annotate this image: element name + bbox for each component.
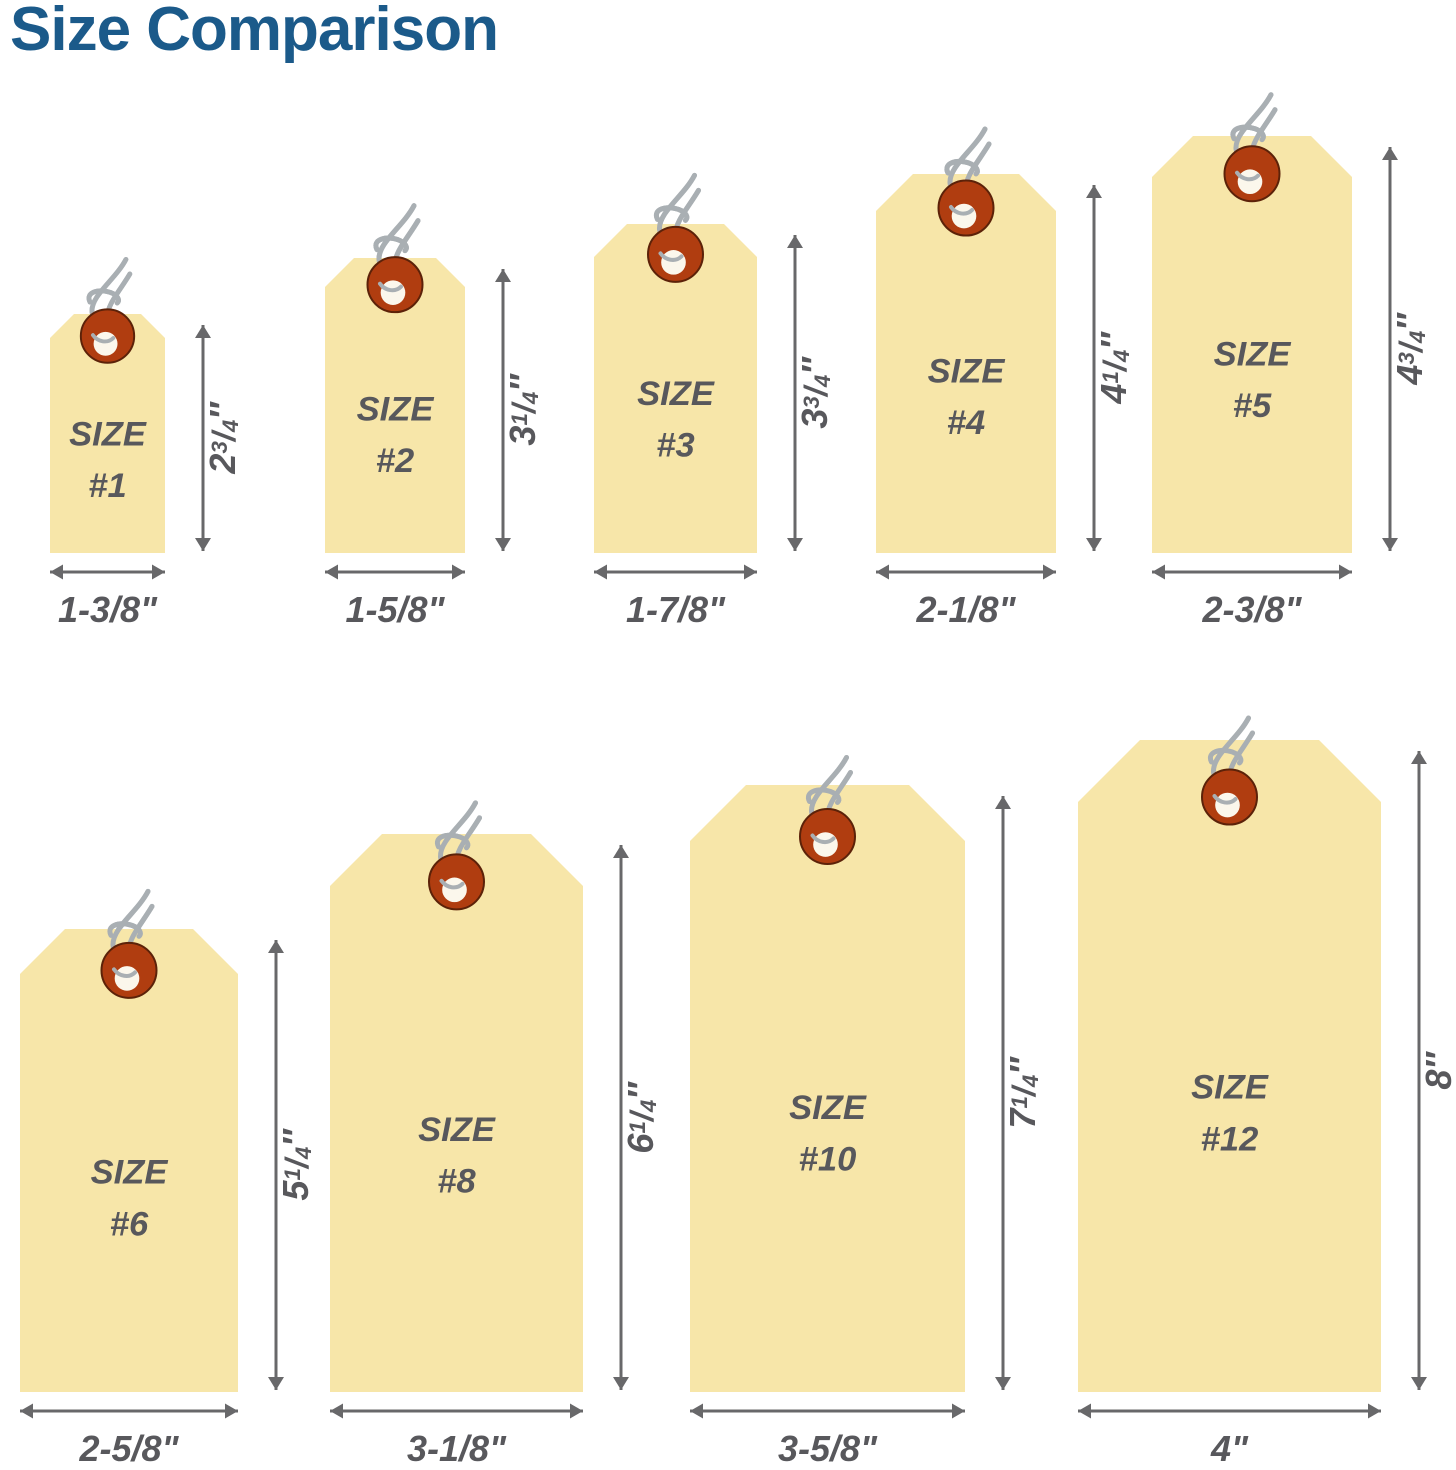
- svg-text:SIZE: SIZE: [637, 375, 715, 413]
- svg-text:SIZE: SIZE: [1191, 1069, 1269, 1107]
- svg-text:#10: #10: [799, 1141, 857, 1179]
- svg-text:#8: #8: [437, 1163, 476, 1201]
- svg-text:SIZE: SIZE: [1214, 335, 1292, 373]
- svg-text:SIZE: SIZE: [357, 390, 435, 428]
- svg-text:SIZE: SIZE: [418, 1111, 496, 1149]
- svg-text:SIZE: SIZE: [91, 1154, 169, 1192]
- svg-text:#1: #1: [88, 467, 126, 505]
- svg-text:#2: #2: [376, 442, 414, 480]
- svg-text:SIZE: SIZE: [789, 1089, 867, 1127]
- svg-text:#3: #3: [656, 427, 694, 465]
- svg-text:#5: #5: [1233, 387, 1272, 425]
- svg-text:#12: #12: [1201, 1120, 1259, 1158]
- svg-text:#6: #6: [110, 1205, 149, 1243]
- svg-text:SIZE: SIZE: [69, 415, 147, 453]
- svg-text:#4: #4: [947, 404, 985, 442]
- svg-text:SIZE: SIZE: [928, 352, 1006, 390]
